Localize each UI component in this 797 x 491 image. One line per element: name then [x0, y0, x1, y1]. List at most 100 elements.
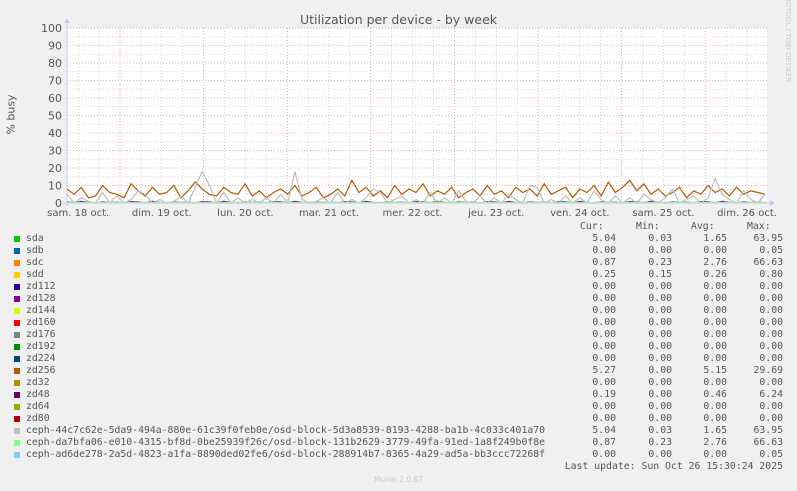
- legend-swatch: [14, 272, 20, 278]
- legend-avg: 5.15: [703, 365, 727, 376]
- legend-cur: 0.00: [592, 317, 616, 328]
- legend-swatch: [14, 320, 20, 326]
- legend-swatch: [14, 452, 20, 458]
- x-tick-label: dim. 26 oct.: [717, 208, 777, 219]
- legend-avg: 0.00: [703, 401, 727, 412]
- series-line-ceph-44c7c62e-5da9-494a-880e-61c39f0feb0e: [66, 170, 766, 205]
- legend-label: sdb: [26, 245, 44, 256]
- y-tick-label: 100: [41, 22, 62, 35]
- legend-cur: 0.87: [592, 257, 616, 268]
- legend-avg: 1.65: [703, 233, 727, 244]
- legend-min: 0.23: [648, 437, 672, 448]
- legend-swatch: [14, 428, 20, 434]
- y-tick-label: 50: [48, 110, 62, 123]
- legend-max: 0.00: [759, 281, 783, 292]
- legend-swatch: [14, 344, 20, 350]
- legend-avg: 0.26: [703, 269, 727, 280]
- legend-cur: 5.04: [592, 425, 616, 436]
- last-update: Last update: Sun Oct 26 15:30:24 2025: [564, 461, 783, 472]
- legend-avg: 0.00: [703, 293, 727, 304]
- y-tick-label: 40: [48, 127, 62, 140]
- legend-swatch: [14, 284, 20, 290]
- x-tick-label: ven. 24 oct.: [550, 208, 609, 219]
- y-tick-label: 20: [48, 162, 62, 175]
- legend-max: 0.00: [759, 305, 783, 316]
- y-axis-label: % busy: [4, 94, 18, 135]
- legend-cur: 5.04: [592, 233, 616, 244]
- legend-max: 63.95: [753, 233, 784, 244]
- legend-label: zd128: [26, 293, 56, 304]
- legend-cur: 0.00: [592, 377, 616, 388]
- rrdtool-watermark: RRDTOOL / TOBI OETIKER: [784, 0, 792, 83]
- x-tick-label: dim. 19 oct.: [132, 208, 192, 219]
- legend-swatch: [14, 380, 20, 386]
- legend-avg: 0.00: [703, 353, 727, 364]
- legend-label: zd256: [26, 365, 56, 376]
- legend-cur: 0.00: [592, 449, 616, 460]
- y-tick-label: 10: [48, 180, 62, 193]
- legend-min: 0.00: [648, 377, 672, 388]
- legend-cur: 0.00: [592, 353, 616, 364]
- legend-max: 0.00: [759, 293, 783, 304]
- legend-min: 0.03: [648, 425, 672, 436]
- legend-min: 0.00: [648, 401, 672, 412]
- legend-min: 0.00: [648, 341, 672, 352]
- legend-label: zd64: [26, 401, 50, 412]
- legend-min: 0.00: [648, 317, 672, 328]
- legend-cur: 0.00: [592, 293, 616, 304]
- legend-max: 29.69: [753, 365, 784, 376]
- legend-label: zd48: [26, 389, 50, 400]
- legend-avg: 0.00: [703, 281, 727, 292]
- legend-max: 0.00: [759, 341, 783, 352]
- x-tick-label: mer. 22 oct.: [383, 208, 443, 219]
- legend-swatch: [14, 368, 20, 374]
- legend-label: zd160: [26, 317, 56, 328]
- x-tick-label: mar. 21 oct.: [299, 208, 359, 219]
- legend-cur: 0.87: [592, 437, 616, 448]
- y-tick-label: 70: [48, 75, 62, 88]
- legend-swatch: [14, 308, 20, 314]
- x-tick-label: jeu. 23 oct.: [467, 208, 524, 219]
- legend-cur: 0.25: [592, 269, 616, 280]
- y-tick-label: 0: [55, 197, 62, 210]
- legend-label: ceph-da7bfa06-e010-4315-bf8d-0be25939f26…: [26, 437, 546, 448]
- legend-min: 0.00: [648, 413, 672, 424]
- y-axis-arrow-icon: [64, 18, 70, 23]
- y-tick-label: 90: [48, 40, 62, 53]
- legend-cur: 0.00: [592, 281, 616, 292]
- legend-label: zd192: [26, 341, 56, 352]
- legend-label: zd176: [26, 329, 56, 340]
- legend-max: 0.00: [759, 401, 783, 412]
- legend-header-max: Max:: [747, 221, 771, 232]
- legend-swatch: [14, 356, 20, 362]
- x-tick-label: lun. 20 oct.: [217, 208, 273, 219]
- legend-label: zd144: [26, 305, 56, 316]
- legend-swatch: [14, 236, 20, 242]
- legend-avg: 0.00: [703, 245, 727, 256]
- legend-cur: 0.00: [592, 401, 616, 412]
- legend-avg: 0.00: [703, 329, 727, 340]
- y-tick-label: 80: [48, 57, 62, 70]
- legend-min: 0.00: [648, 245, 672, 256]
- legend-label: sda: [26, 233, 44, 244]
- legend-label: zd224: [26, 353, 56, 364]
- chart-canvas: 0 10 20 30 40 50 60 70 80 90 100 sam. 18 oct. dim. 1…: [41, 18, 777, 219]
- legend-min: 0.00: [648, 329, 672, 340]
- legend-min: 0.00: [648, 449, 672, 460]
- legend-label: ceph-ad6de278-2a5d-4823-a1fa-8890ded02fe…: [26, 449, 546, 460]
- legend-max: 0.00: [759, 353, 783, 364]
- legend-label: sdc: [26, 257, 44, 268]
- legend-header-avg: Avg:: [691, 221, 715, 232]
- legend-cur: 0.00: [592, 413, 616, 424]
- legend-cur: 0.00: [592, 329, 616, 340]
- legend-label: sdd: [26, 269, 44, 280]
- legend-cur: 0.19: [592, 389, 616, 400]
- legend-min: 0.00: [648, 293, 672, 304]
- series-line-zd256: [66, 178, 766, 199]
- legend-swatch: [14, 416, 20, 422]
- plot-area: [67, 28, 767, 203]
- legend-swatch: [14, 392, 20, 398]
- legend-avg: 0.00: [703, 449, 727, 460]
- legend-min: 0.23: [648, 257, 672, 268]
- legend-max: 66.63: [753, 437, 784, 448]
